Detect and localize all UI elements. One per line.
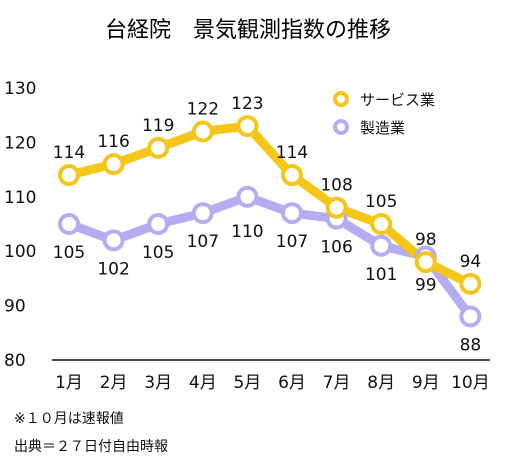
x-tick-label: 9月 <box>412 373 440 393</box>
data-label-services: 98 <box>415 230 437 250</box>
data-point <box>459 272 482 295</box>
y-tick-label: 80 <box>4 351 26 371</box>
line-chart: 台経院 景気観測指数の推移 80 90 100 110 120 130 1月 2月 3月 4月 5月… <box>4 18 490 393</box>
x-tick-label: 6月 <box>278 373 306 393</box>
data-label-manufacturing: 102 <box>97 259 129 279</box>
data-point <box>58 213 80 235</box>
x-tick-label: 8月 <box>367 373 395 393</box>
x-tick-label: 1月 <box>55 373 83 393</box>
x-tick-label: 3月 <box>144 373 172 393</box>
legend-label: サービス業 <box>360 91 435 109</box>
data-point <box>102 229 125 252</box>
x-tick-label: 10月 <box>451 373 490 393</box>
y-tick-label: 100 <box>4 242 36 262</box>
data-label-services: 123 <box>231 94 263 114</box>
data-point <box>191 120 214 143</box>
data-point <box>58 164 80 187</box>
data-label-services: 108 <box>320 176 352 196</box>
x-tick-label: 7月 <box>323 373 351 393</box>
chart-title: 台経院 景気観測指数の推移 <box>105 18 391 43</box>
data-point <box>281 164 303 187</box>
data-label-manufacturing: 110 <box>231 222 263 242</box>
data-label-manufacturing: 105 <box>53 243 85 263</box>
legend-label: 製造業 <box>360 119 405 137</box>
data-label-services: 114 <box>53 143 85 163</box>
data-label-manufacturing: 88 <box>460 335 482 355</box>
data-label-services: 114 <box>276 143 308 163</box>
data-label-manufacturing: 101 <box>365 265 397 285</box>
footnote: ※１０月は速報値 <box>14 411 124 427</box>
data-point <box>191 202 214 225</box>
data-point <box>147 136 170 159</box>
y-tick-label: 90 <box>4 297 26 317</box>
data-label-services: 94 <box>460 252 482 272</box>
y-tick-label: 120 <box>4 133 36 153</box>
data-point <box>370 213 393 235</box>
y-tick-label: 110 <box>4 188 36 208</box>
data-point <box>281 202 303 225</box>
data-label-manufacturing: 105 <box>142 243 174 263</box>
series-line-services <box>64 121 475 289</box>
x-tick-label: 4月 <box>189 373 217 393</box>
data-label-services: 116 <box>97 132 129 152</box>
data-point <box>325 196 348 219</box>
data-point <box>147 213 170 235</box>
legend-marker <box>333 119 349 135</box>
data-label-manufacturing: 99 <box>415 276 437 296</box>
data-point <box>414 251 437 274</box>
data-point <box>370 234 393 257</box>
source-note: 出典＝２７日付自由時報 <box>14 439 168 455</box>
x-tick-label: 5月 <box>233 373 261 393</box>
legend-marker <box>333 91 349 107</box>
data-label-services: 122 <box>187 100 219 120</box>
data-point <box>236 185 259 208</box>
data-label-services: 105 <box>365 192 397 212</box>
data-point <box>236 115 259 138</box>
series-line-manufacturing <box>64 192 475 321</box>
data-label-manufacturing: 107 <box>187 232 219 252</box>
data-label-manufacturing: 107 <box>276 232 308 252</box>
y-tick-label: 130 <box>4 79 36 99</box>
data-point <box>459 305 482 328</box>
data-label-services: 119 <box>142 116 174 136</box>
x-tick-label: 2月 <box>100 373 128 393</box>
data-point <box>102 153 125 176</box>
data-label-manufacturing: 106 <box>320 238 352 258</box>
